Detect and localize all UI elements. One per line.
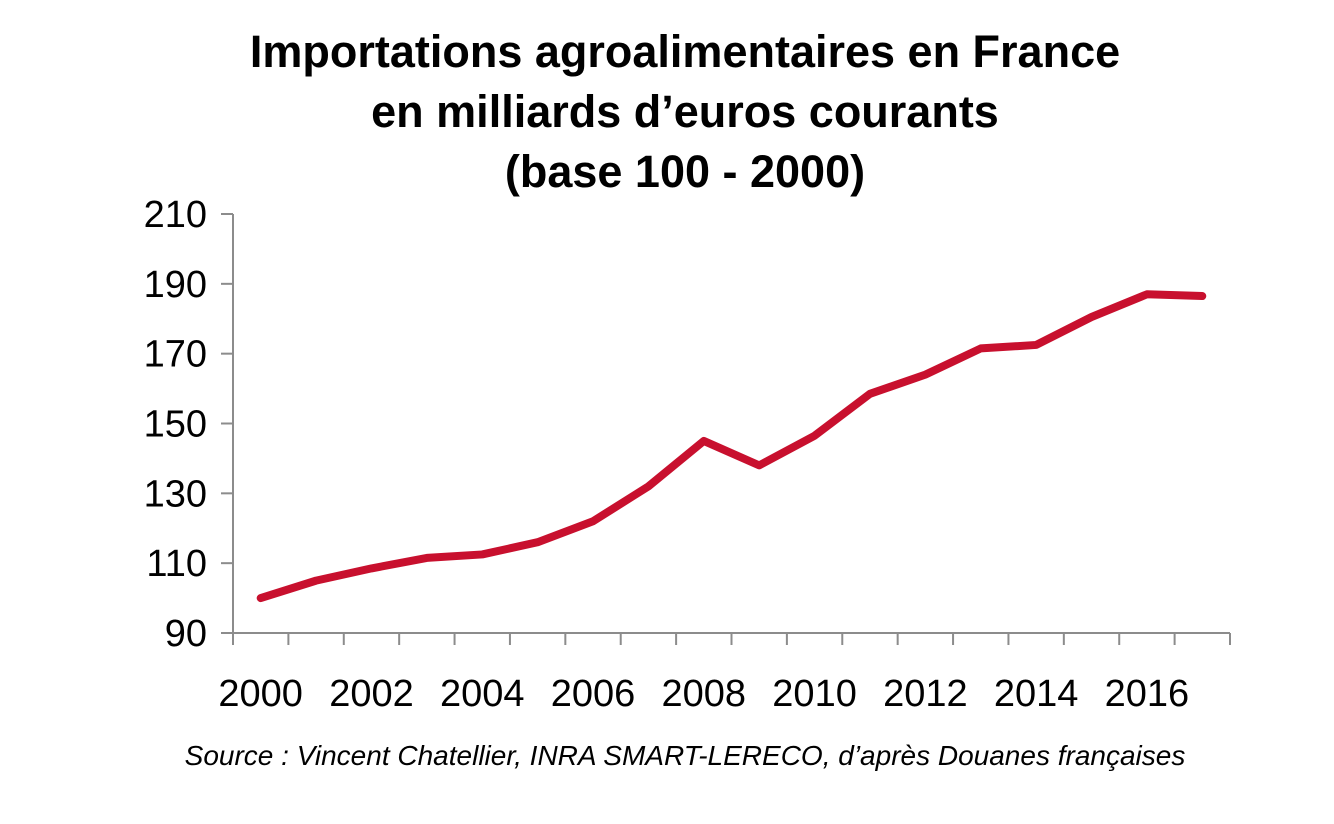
data-point (703, 440, 705, 442)
chart-series (256, 290, 1207, 603)
data-point (1201, 295, 1203, 297)
data-point (814, 435, 816, 437)
data-point (1146, 293, 1148, 295)
data-point (260, 597, 262, 599)
y-tick-label: 210 (144, 194, 207, 236)
chart-title-line-2: en milliards d’euros courants (371, 86, 999, 137)
x-tick-label: 2008 (662, 673, 747, 715)
y-tick-label: 150 (144, 404, 207, 446)
chart-title-line-3: (base 100 - 2000) (504, 146, 866, 197)
y-axis-ticks: 90 110 130 150 170 190 210 (144, 194, 233, 655)
x-tick-label: 2010 (772, 673, 857, 715)
y-tick-label: 90 (165, 613, 207, 655)
data-point (980, 347, 982, 349)
y-tick-label: 190 (144, 264, 207, 306)
y-tick-label: 170 (144, 334, 207, 376)
x-tick-label: 2016 (1105, 673, 1190, 715)
x-tick-label: 2000 (218, 673, 303, 715)
source-note: Source : Vincent Chatellier, INRA SMART-… (184, 740, 1186, 771)
x-tick-label: 2006 (551, 673, 636, 715)
data-point (924, 374, 926, 376)
chart-title-line-1: Importations agroalimentaires en France (249, 26, 1121, 77)
data-point (537, 541, 539, 543)
data-point (647, 485, 649, 487)
data-point (315, 580, 317, 582)
x-tick-label: 2014 (994, 673, 1079, 715)
data-point (481, 553, 483, 555)
chart-title: Importations agroalimentaires en France … (0, 22, 1334, 202)
data-point (592, 520, 594, 522)
data-point (758, 464, 760, 466)
data-point (869, 393, 871, 395)
data-point (426, 557, 428, 559)
data-point (1091, 316, 1093, 318)
data-point (370, 567, 372, 569)
x-tick-label: 2012 (883, 673, 968, 715)
y-tick-label: 130 (144, 473, 207, 515)
y-tick-label: 110 (146, 543, 207, 585)
x-tick-label: 2002 (329, 673, 414, 715)
x-axis-ticks: 2000 2002 2004 2006 2008 2010 2012 2014 2016 (218, 633, 1231, 715)
data-point (1035, 344, 1037, 346)
series-line (256, 290, 1207, 603)
x-tick-label: 2004 (440, 673, 525, 715)
